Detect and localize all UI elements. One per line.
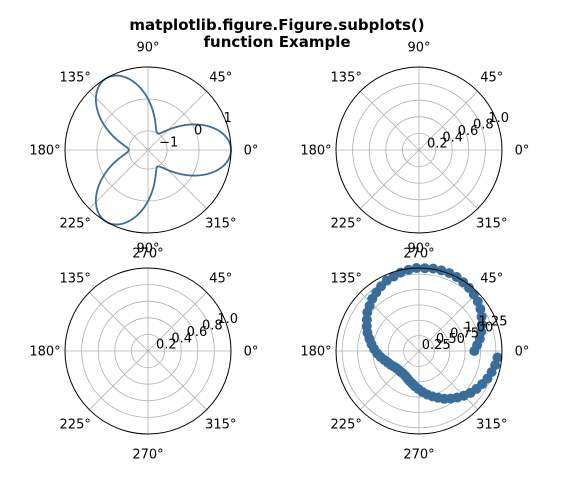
radial-gridline [81, 284, 215, 418]
angle-tick-label: 180° [29, 345, 60, 360]
radial-gridline [97, 300, 199, 402]
polar-axes-spine [64, 66, 232, 234]
angle-tick-label: 90° [407, 41, 430, 56]
angular-gridline [360, 350, 420, 410]
angle-tick-label: 0° [244, 345, 259, 360]
angle-tick-label: 270° [403, 448, 434, 463]
angle-tick-label: 135° [60, 71, 91, 86]
figure-title-line-1: matplotlib.figure.Figure.subplots() [129, 16, 425, 34]
angular-gridline [418, 91, 478, 151]
radial-tick-label: 0.2 [427, 137, 448, 152]
angular-gridline [147, 149, 207, 209]
angular-gridline [147, 350, 207, 410]
scatter-point [403, 264, 414, 275]
radial-tick-label: 1.0 [488, 111, 509, 126]
angular-gridline [89, 350, 149, 410]
angular-gridline [360, 149, 420, 209]
polar-axes-spine [64, 267, 232, 435]
polar-axes-spine [335, 66, 503, 234]
angle-tick-label: 135° [331, 71, 362, 86]
angle-tick-label: 45° [209, 272, 232, 287]
angle-tick-label: 315° [205, 417, 236, 432]
radial-tick-label: 0.6 [187, 325, 208, 340]
radial-gridline [341, 273, 497, 429]
figure-title-line-2: function Example [203, 33, 351, 51]
angular-gridline [89, 91, 149, 151]
radial-tick-label: 1 [224, 111, 232, 126]
angle-tick-label: 225° [60, 417, 91, 432]
angle-tick-label: 225° [60, 216, 91, 231]
radial-tick-label: 0.4 [171, 331, 192, 346]
angle-tick-label: 0° [515, 144, 530, 159]
angular-gridline [360, 91, 420, 151]
radial-gridline [352, 83, 486, 217]
angle-tick-label: 315° [476, 417, 507, 432]
angular-gridline [418, 350, 478, 410]
polar-axes-spine [335, 267, 503, 435]
angle-tick-label: 270° [132, 247, 163, 262]
angle-tick-label: 45° [209, 71, 232, 86]
scatter-point [444, 268, 455, 279]
radial-gridline [385, 116, 453, 184]
radial-gridline [387, 319, 451, 383]
radial-tick-label: 1.00 [464, 321, 493, 336]
angle-tick-label: 0° [244, 144, 259, 159]
scatter-point [475, 303, 486, 314]
radial-gridline [357, 289, 481, 413]
radial-tick-label: 1.0 [217, 312, 238, 327]
angle-tick-label: 90° [407, 242, 430, 257]
angle-tick-label: 135° [331, 272, 362, 287]
angular-gridline [418, 149, 478, 209]
angle-tick-label: 180° [29, 144, 60, 159]
radial-tick-label: 0.6 [458, 124, 479, 139]
angle-tick-label: 90° [136, 242, 159, 257]
radial-tick-label: 0.8 [202, 319, 223, 334]
angle-tick-label: 225° [331, 417, 362, 432]
radial-tick-label: −1 [159, 136, 178, 151]
angular-gridline [418, 292, 478, 352]
radial-tick-label: 0.4 [442, 130, 463, 145]
angle-tick-label: 90° [136, 41, 159, 56]
scatter-point [362, 307, 373, 318]
angle-tick-label: 180° [300, 345, 331, 360]
radial-tick-label: 0.50 [436, 332, 465, 347]
angle-tick-label: 45° [480, 71, 503, 86]
radial-tick-label: 0.8 [473, 118, 494, 133]
scatter-point [492, 352, 503, 363]
radial-tick-label: 0.2 [156, 338, 177, 353]
scatter-point [436, 265, 447, 276]
radial-gridline [368, 99, 470, 201]
radial-gridline [130, 333, 165, 368]
angular-gridline [89, 149, 149, 209]
angle-tick-label: 270° [132, 448, 163, 463]
radial-gridline [403, 335, 435, 367]
angle-tick-label: 225° [331, 216, 362, 231]
scatter-point [476, 326, 487, 337]
angular-gridline [89, 292, 149, 352]
scatter-point [490, 360, 501, 371]
radial-tick-label: 0 [194, 124, 202, 139]
radial-tick-label: 0.75 [450, 326, 479, 341]
angle-tick-label: 135° [60, 272, 91, 287]
angle-tick-label: 0° [515, 345, 530, 360]
scatter-point [476, 311, 487, 322]
angular-gridline [147, 292, 207, 352]
scatter-point [476, 319, 487, 330]
angle-tick-label: 270° [403, 247, 434, 262]
scatter-point [428, 263, 439, 274]
radial-tick-label: 1.25 [479, 315, 508, 330]
angular-gridline [147, 91, 207, 151]
radial-gridline [114, 317, 182, 385]
angle-tick-label: 315° [476, 216, 507, 231]
angle-tick-label: 45° [480, 272, 503, 287]
radial-tick-label: 0.25 [422, 338, 451, 353]
angle-tick-label: 315° [205, 216, 236, 231]
series-line-0 [94, 74, 232, 226]
radial-gridline [401, 132, 436, 167]
angle-tick-label: 180° [300, 144, 331, 159]
